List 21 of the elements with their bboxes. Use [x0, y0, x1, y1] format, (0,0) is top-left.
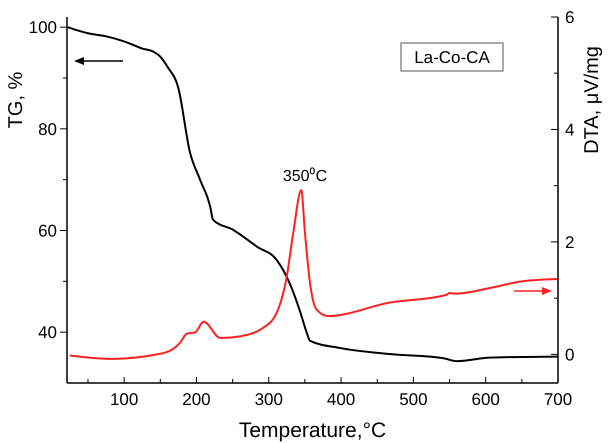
- y2-axis-title: DTA, μV/mg: [581, 46, 603, 154]
- y2-tick-label: 6: [565, 8, 574, 27]
- x-tick-label: 200: [182, 390, 211, 409]
- x-tick-label: 100: [110, 390, 138, 409]
- y-tick-label: 80: [38, 120, 57, 139]
- x-tick-label: 700: [544, 390, 572, 409]
- y2-tick-label: 4: [565, 120, 574, 140]
- line-series: [68, 189, 559, 360]
- x-axis-title: Temperature,°C: [238, 419, 386, 442]
- x-tick-label: 400: [326, 390, 356, 409]
- y-tick-label: 100: [28, 18, 57, 38]
- y-tick-label: 40: [38, 323, 57, 342]
- annotation: La-Co-CA: [414, 48, 490, 67]
- y2-tick-label: 0: [565, 345, 574, 364]
- y2-tick-label: 2: [565, 232, 574, 252]
- y-axis-title: TG, %: [5, 71, 27, 128]
- x-tick-label: 600: [472, 390, 500, 409]
- y-tick-label: 60: [38, 221, 57, 240]
- x-tick-label: 500: [399, 390, 428, 409]
- annotation: 350⁰C: [282, 167, 328, 185]
- x-tick-label: 300: [254, 390, 283, 409]
